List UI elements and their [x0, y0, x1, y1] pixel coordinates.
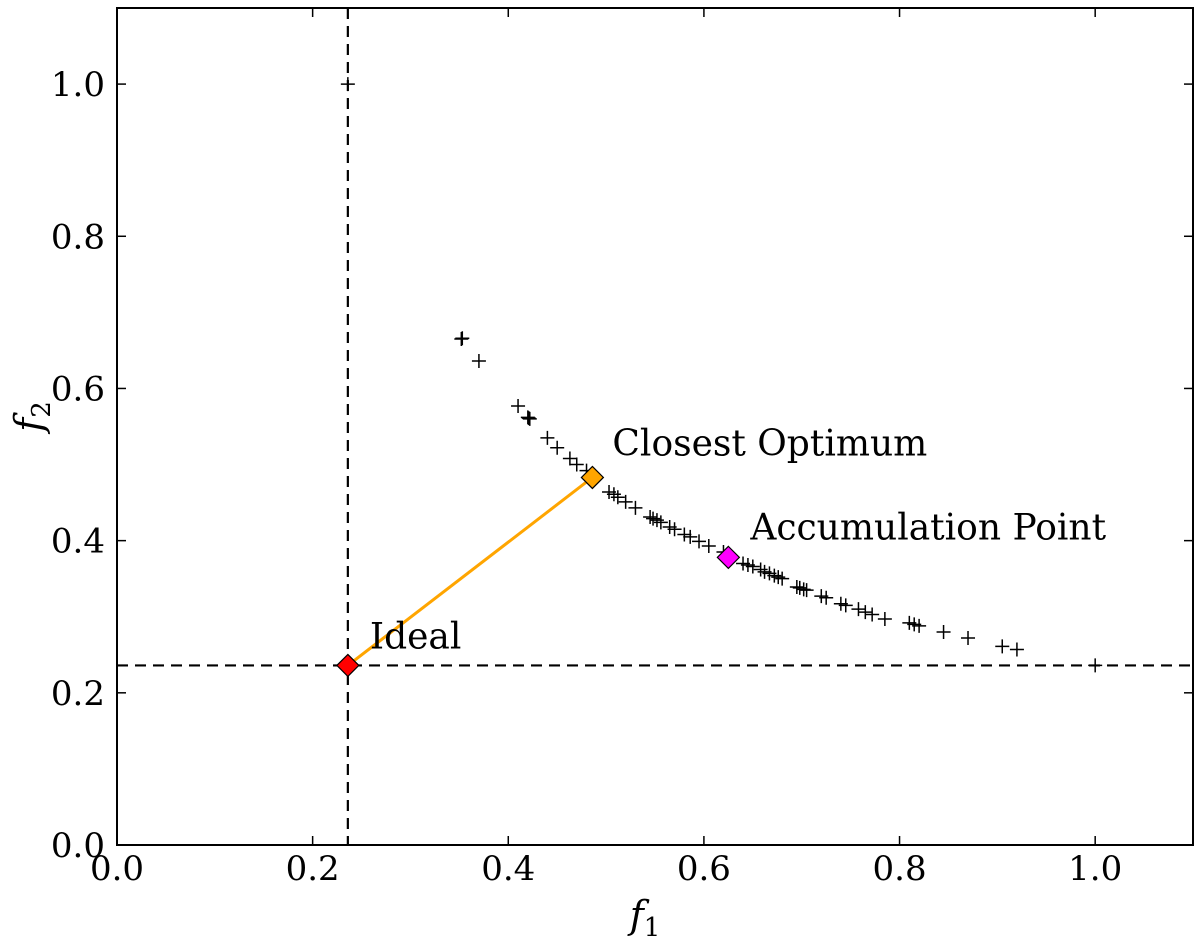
data-point-marker [653, 515, 668, 530]
data-point-marker [628, 500, 643, 515]
data-point-marker [792, 580, 807, 595]
data-point-marker [340, 77, 355, 92]
data-point-marker [851, 602, 866, 617]
data-point-marker [471, 354, 486, 369]
data-point-marker [618, 494, 633, 509]
connector-line [346, 476, 594, 667]
y-axis-label: f2 [7, 401, 57, 435]
y-tick-label: 0.4 [51, 522, 105, 562]
data-point-marker [912, 618, 927, 633]
data-point-marker [753, 562, 768, 577]
data-point-marker [799, 583, 814, 598]
data-point-marker [643, 510, 658, 525]
x-tick-label: 1.0 [1068, 849, 1122, 889]
data-point-marker [936, 624, 951, 639]
data-point-marker [1009, 642, 1024, 657]
closest-optimum-annotation: Closest Optimum [612, 423, 927, 464]
data-point-marker [562, 451, 577, 466]
y-tick-label: 0.0 [51, 826, 105, 866]
data-point-marker [1088, 658, 1103, 673]
plot-area [116, 7, 1194, 846]
data-point-marker [796, 582, 811, 597]
data-point-marker [667, 522, 682, 537]
data-point-marker [610, 490, 625, 505]
y-tick-label: 0.2 [51, 674, 105, 714]
x-tick-label: 0.2 [286, 849, 340, 889]
data-point-marker [521, 411, 536, 426]
data-point-marker [858, 605, 873, 620]
data-point-marker [677, 527, 692, 542]
data-point-marker [819, 590, 834, 605]
data-point-marker [995, 639, 1010, 654]
data-point-marker [771, 570, 786, 585]
data-point-marker [692, 534, 707, 549]
data-point-marker [961, 631, 976, 646]
data-point-marker [701, 538, 716, 553]
x-tick-label: 0.0 [90, 849, 144, 889]
data-point-marker [520, 410, 535, 425]
data-point-marker [454, 331, 469, 346]
x-tick-label: 0.8 [873, 849, 927, 889]
data-point-marker [877, 612, 892, 627]
data-point-marker [683, 529, 698, 544]
plot-frame [116, 7, 1194, 846]
ideal-point-marker [336, 653, 360, 678]
accumulation-point-annotation: Accumulation Point [749, 507, 1106, 548]
data-point-marker [649, 513, 664, 528]
y-tick-label: 0.8 [51, 217, 105, 257]
data-point-marker [522, 411, 537, 426]
closest-optimum-marker [580, 465, 605, 490]
data-point-marker [789, 580, 804, 595]
x-axis-label: f1 [627, 893, 661, 938]
data-point-marker [775, 571, 790, 586]
y-tick-label: 0.6 [51, 369, 105, 409]
data-point-marker [606, 487, 621, 502]
data-point-marker [745, 559, 760, 574]
ideal-annotation: Ideal [370, 616, 462, 657]
data-point-marker [767, 568, 782, 583]
data-point-marker [511, 398, 526, 413]
data-point-marker [569, 457, 584, 472]
accumulation-point-marker [716, 545, 741, 570]
x-tick-label: 0.6 [677, 849, 731, 889]
x-tick-label: 0.4 [481, 849, 535, 889]
axis-labels: Ideal Closest Optimum Accumulation Point f1… [7, 401, 1107, 938]
axis-ticks: 0.0 0.2 0.4 0.6 0.8 1.0 0.0 0.2 0.4 0.6 0.8 1.0 [51, 8, 1193, 889]
data-point-marker [455, 331, 470, 346]
data-point-marker [646, 511, 661, 526]
data-point-marker [865, 607, 880, 622]
y-tick-label: 1.0 [51, 65, 105, 105]
data-point-marker [540, 430, 555, 445]
data-point-marker [838, 598, 853, 613]
data-point-marker [550, 440, 565, 455]
